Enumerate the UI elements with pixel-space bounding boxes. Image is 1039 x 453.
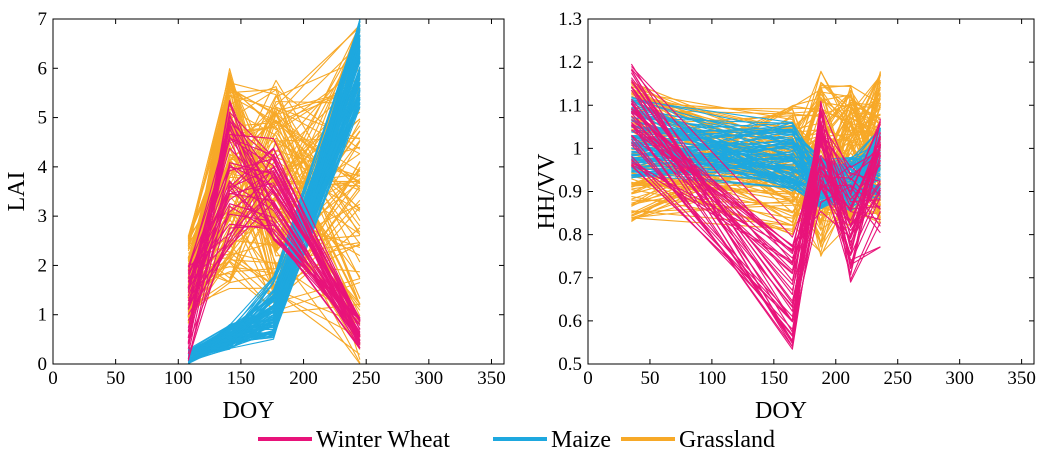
x-tick-label: 100 (164, 368, 193, 389)
legend-label: Winter Wheat (316, 427, 450, 453)
series-line (630, 102, 881, 322)
series-line (187, 165, 361, 346)
x-tick-label: 150 (760, 368, 789, 389)
y-axis: 0 1 2 3 4 5 6 7 (38, 9, 504, 375)
series-line (188, 76, 361, 351)
y-axis-title: LAI (4, 172, 30, 212)
y-tick-label: 3 (38, 206, 48, 227)
x-tick-label: 150 (227, 368, 256, 389)
legend: Winter Wheat Maize Grassland (258, 427, 775, 453)
series-line (187, 24, 361, 299)
hhvv-chart: 0 50 100 150 200 250 300 350 0.5 0.6 0.7 0.8 0.9 1 1.1… (534, 9, 1036, 424)
series-winter-wheat (187, 100, 361, 361)
y-tick-label: 7 (38, 9, 48, 30)
series-line (187, 137, 361, 320)
x-axis: 0 50 100 150 200 250 300 350 (583, 19, 1036, 389)
series-line (630, 103, 881, 344)
series-line (188, 40, 361, 361)
series-line (187, 139, 361, 336)
series-line (188, 261, 360, 314)
series-line (187, 20, 361, 363)
series-line (187, 185, 361, 334)
y-tick-label: 4 (38, 157, 48, 178)
series-line (631, 107, 881, 253)
x-tick-label: 200 (289, 368, 318, 389)
series-line (188, 90, 361, 359)
series-line (631, 143, 881, 179)
series-line (187, 224, 361, 360)
x-tick-label: 200 (822, 368, 851, 389)
y-tick-label: 1.1 (558, 95, 582, 116)
series-line (631, 127, 881, 203)
series-line (187, 201, 361, 333)
series-line (631, 124, 881, 252)
x-tick-label: 100 (698, 368, 727, 389)
legend-label: Grassland (679, 427, 775, 453)
series-line (188, 99, 361, 354)
y-tick-label: 0.9 (558, 182, 582, 203)
x-tick-label: 350 (477, 368, 506, 389)
series-line (187, 121, 361, 336)
series-maize (187, 19, 361, 365)
y-tick-label: 6 (38, 58, 48, 79)
x-tick-label: 50 (106, 368, 125, 389)
series-line (188, 29, 361, 358)
y-tick-label: 0.5 (558, 354, 582, 375)
x-axis-title: DOY (223, 398, 275, 424)
series-lines (630, 63, 881, 350)
series-line (630, 86, 881, 348)
legend-label: Maize (551, 427, 611, 453)
x-tick-label: 50 (640, 368, 659, 389)
series-winter-wheat (630, 63, 881, 350)
series-lines (187, 19, 361, 365)
series-line (187, 164, 361, 327)
series-line (630, 79, 881, 312)
y-tick-label: 1 (38, 305, 48, 326)
lai-chart: 0 50 100 150 200 250 300 350 0 1 2 3 4 5 6 7 DOY LAI (4, 9, 506, 424)
series-line (187, 173, 361, 345)
x-tick-label: 250 (352, 368, 381, 389)
y-tick-label: 0 (38, 354, 48, 375)
x-axis-title: DOY (755, 398, 807, 424)
x-tick-label: 250 (883, 368, 912, 389)
series-line (631, 99, 881, 209)
series-line (187, 136, 361, 336)
series-line (631, 66, 881, 238)
plot-frame (52, 18, 505, 365)
y-tick-label: 1 (573, 138, 583, 159)
series-line (631, 122, 881, 247)
y-tick-label: 1.3 (558, 9, 582, 30)
y-tick-label: 0.8 (558, 225, 582, 246)
y-tick-label: 5 (38, 108, 48, 129)
series-line (631, 129, 881, 263)
y-tick-label: 0.6 (558, 311, 582, 332)
series-line (631, 85, 881, 203)
series-line (187, 138, 361, 321)
series-line (187, 158, 361, 344)
x-tick-label: 0 (48, 368, 58, 389)
y-axis-title: HH/VV (534, 153, 560, 230)
y-tick-label: 1.2 (558, 52, 582, 73)
series-line (631, 124, 881, 266)
x-tick-label: 300 (415, 368, 444, 389)
x-tick-label: 350 (1007, 368, 1036, 389)
series-line (187, 205, 361, 359)
series-line (631, 120, 881, 207)
y-tick-label: 2 (38, 255, 48, 276)
x-axis: 0 50 100 150 200 250 300 350 (48, 19, 506, 389)
legend-item: Maize (493, 427, 611, 453)
x-tick-label: 0 (583, 368, 593, 389)
series-line (187, 243, 361, 317)
y-axis: 0.5 0.6 0.7 0.8 0.9 1 1.1 1.2 1.3 (558, 9, 1034, 375)
legend-item: Winter Wheat (258, 427, 450, 453)
x-tick-label: 300 (945, 368, 974, 389)
y-tick-label: 0.7 (558, 268, 582, 289)
series-line (630, 81, 881, 304)
legend-item: Grassland (621, 427, 775, 453)
